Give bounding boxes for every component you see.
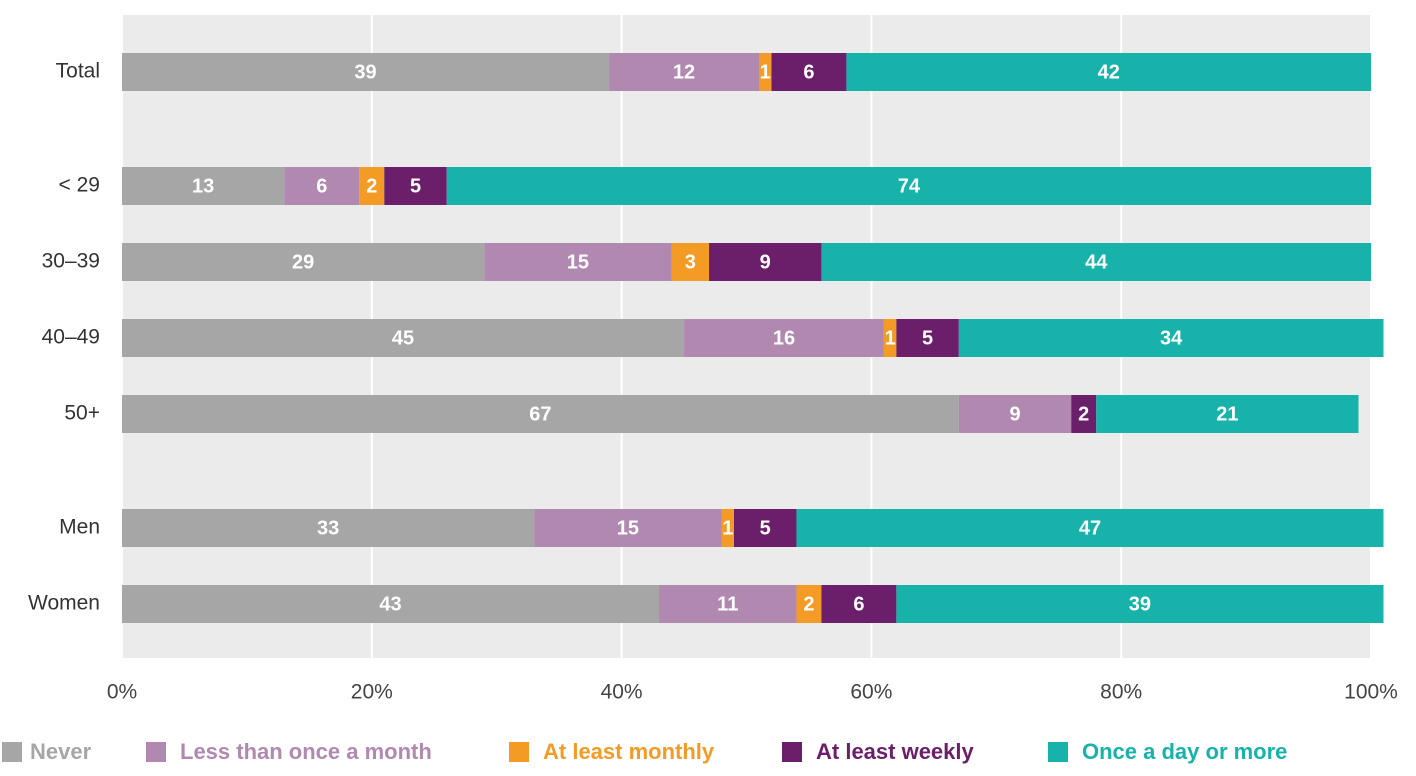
value-label: 6 <box>316 175 327 197</box>
value-label: 45 <box>392 327 414 349</box>
value-label: 1 <box>885 327 896 349</box>
bar-segment <box>821 585 897 623</box>
bar-segment <box>883 319 897 357</box>
value-label: 13 <box>192 175 214 197</box>
category-label: Men <box>59 516 100 539</box>
value-label: 5 <box>760 517 771 539</box>
category-label: Total <box>56 60 100 83</box>
value-label: 39 <box>1129 593 1151 615</box>
x-tick-label: 0% <box>107 681 137 704</box>
bar-segment <box>846 53 1371 91</box>
bar-segment <box>734 509 797 547</box>
value-label: 11 <box>717 593 738 615</box>
value-label: 5 <box>922 327 933 349</box>
bar-segment <box>721 509 735 547</box>
bar-segment <box>796 509 1384 547</box>
legend-swatch <box>782 742 802 762</box>
bar-segment <box>122 243 485 281</box>
value-label: 6 <box>803 61 814 83</box>
bar-segment <box>709 243 822 281</box>
legend-swatch <box>509 742 529 762</box>
bar-segment <box>958 395 1072 433</box>
legend-swatch <box>1048 742 1068 762</box>
x-tick-label: 80% <box>1100 681 1142 704</box>
x-tick-label: 100% <box>1344 681 1398 704</box>
value-label: 3 <box>685 251 696 273</box>
bar-segment <box>122 509 535 547</box>
value-label: 29 <box>292 251 314 273</box>
bar-segment <box>284 167 360 205</box>
value-label: 34 <box>1160 327 1183 349</box>
value-label: 2 <box>366 175 377 197</box>
x-tick-label: 20% <box>351 681 393 704</box>
value-label: 42 <box>1098 61 1120 83</box>
value-label: 5 <box>410 175 421 197</box>
category-label: 50+ <box>64 402 100 425</box>
value-label: 67 <box>529 403 551 425</box>
category-label: 40–49 <box>42 326 100 349</box>
bar-segment <box>122 395 959 433</box>
legend-swatch <box>146 742 166 762</box>
bar-segment <box>359 167 385 205</box>
bar-segment <box>821 243 1371 281</box>
value-label: 15 <box>617 517 639 539</box>
legend-label: At least weekly <box>816 739 975 764</box>
value-label: 9 <box>1009 403 1020 425</box>
bar-segment <box>122 585 660 623</box>
category-label: < 29 <box>59 174 100 197</box>
x-tick-label: 60% <box>850 681 892 704</box>
value-label: 1 <box>760 61 771 83</box>
value-label: 74 <box>898 175 921 197</box>
legend-label: Less than once a month <box>180 739 432 764</box>
bar-segment <box>796 585 822 623</box>
value-label: 15 <box>567 251 589 273</box>
bar-segment <box>534 509 722 547</box>
legend-swatch <box>2 742 22 762</box>
bar-segment <box>384 167 447 205</box>
value-label: 9 <box>760 251 771 273</box>
value-label: 12 <box>673 61 695 83</box>
bar-segment <box>1096 395 1359 433</box>
bar-segment <box>446 167 1371 205</box>
bar-segment <box>896 585 1384 623</box>
bar-segment <box>958 319 1384 357</box>
bar-segment <box>896 319 959 357</box>
value-label: 2 <box>803 593 814 615</box>
value-label: 43 <box>379 593 401 615</box>
bar-segment <box>771 53 847 91</box>
category-label: 30–39 <box>42 250 100 273</box>
bar-segment <box>122 53 610 91</box>
bar-segment <box>671 243 710 281</box>
value-label: 39 <box>354 61 376 83</box>
value-label: 33 <box>317 517 339 539</box>
bar-segment <box>122 167 285 205</box>
category-label: Women <box>28 592 100 615</box>
value-label: 21 <box>1216 403 1238 425</box>
value-label: 44 <box>1085 251 1108 273</box>
bar-segment <box>609 53 759 91</box>
x-tick-label: 40% <box>601 681 643 704</box>
bar-segment <box>484 243 672 281</box>
bar-segment <box>122 319 685 357</box>
value-label: 2 <box>1078 403 1089 425</box>
value-label: 47 <box>1079 517 1101 539</box>
legend-label: Never <box>30 739 92 764</box>
bar-segment <box>1071 395 1097 433</box>
value-label: 1 <box>722 517 733 539</box>
legend-label: Once a day or more <box>1082 739 1287 764</box>
value-label: 6 <box>853 593 864 615</box>
value-label: 16 <box>773 327 795 349</box>
bar-segment <box>684 319 884 357</box>
bar-segment <box>659 585 797 623</box>
bar-segment <box>758 53 772 91</box>
legend-label: At least monthly <box>543 739 715 764</box>
